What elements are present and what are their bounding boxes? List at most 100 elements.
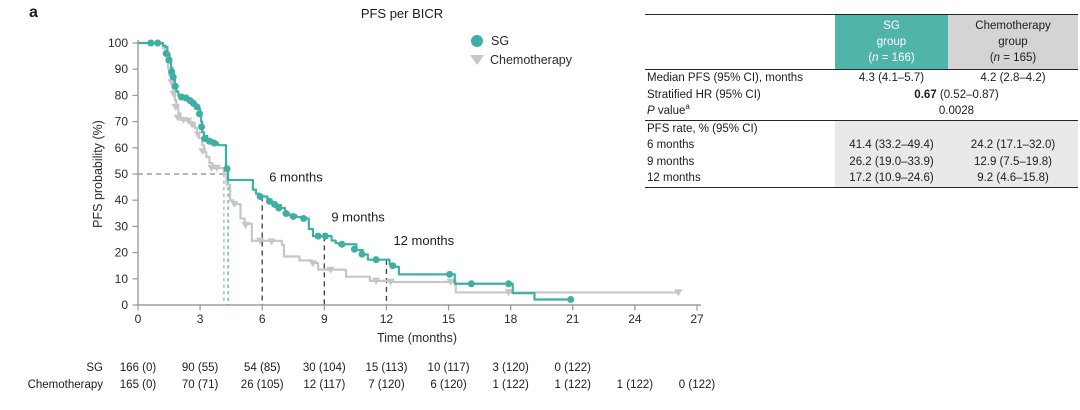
risk-value: 12 (117) — [303, 379, 346, 391]
x-tick-label: 18 — [504, 312, 518, 326]
row-rate-6-months: 6 months 41.4 (33.2–49.4) 24.2 (17.1–32.… — [645, 137, 1078, 154]
pfs-rate-label: PFS rate, % (95% CI) — [645, 119, 835, 137]
sg-header-line2: group — [876, 36, 907, 48]
y-tick-label: 90 — [115, 62, 129, 76]
censor-mark-sg — [338, 240, 346, 248]
censor-mark-sg — [265, 197, 273, 205]
stats-col-header-sg: SG group (n = 166) — [835, 14, 948, 70]
censor-mark-chemotherapy — [267, 238, 276, 246]
x-tick-label: 21 — [566, 312, 580, 326]
stats-header-empty — [645, 14, 835, 70]
legend-label-sg: SG — [491, 33, 510, 48]
risk-value: 10 (117) — [427, 362, 470, 374]
risk-value: 54 (85) — [244, 362, 281, 374]
censor-mark-chemotherapy — [504, 289, 513, 297]
legend-item-chemotherapy: Chemotherapy — [470, 50, 572, 69]
chemotherapy-curve — [138, 41, 681, 294]
censor-mark-sg — [147, 39, 155, 47]
censor-mark-sg — [567, 295, 575, 303]
risk-value: 26 (105) — [240, 379, 284, 391]
y-tick-label: 70 — [115, 115, 129, 129]
censor-mark-sg — [168, 68, 176, 76]
panel-label: a — [29, 4, 38, 21]
censor-mark-sg — [505, 280, 513, 288]
risk-row-label-chemotherapy: Chemotherapy — [27, 379, 103, 391]
rate-9-chemo-value: 12.9 (7.5–19.8) — [948, 153, 1078, 170]
pfs-rate-shaded-spacer — [835, 119, 1078, 137]
censor-mark-sg — [162, 49, 170, 57]
x-tick-label: 15 — [442, 312, 456, 326]
risk-value: 1 (122) — [554, 379, 591, 391]
row-rate-12-months: 12 months 17.2 (10.9–24.6) 9.2 (4.6–15.8… — [645, 170, 1078, 188]
censor-mark-chemotherapy — [308, 260, 318, 268]
y-tick-label: 80 — [115, 88, 129, 102]
stratified-hr-label: Stratified HR (95% CI) — [647, 88, 761, 101]
risk-row-label-sg: SG — [86, 362, 103, 374]
p-value: 0.0028 — [938, 105, 975, 117]
risk-value: 1 (122) — [492, 379, 529, 391]
censor-mark-sg — [321, 232, 329, 240]
legend-label-chemotherapy: Chemotherapy — [490, 52, 572, 67]
stats-header-row: SG group (n = 166) Chemotherapy group (n… — [645, 14, 1078, 70]
row-median-pfs: Median PFS (95% CI), months 4.3 (4.1–5.7… — [645, 70, 1078, 87]
y-tick-label: 10 — [115, 272, 129, 286]
censor-mark-sg — [198, 123, 206, 131]
stats-col-header-chemotherapy: Chemotherapy group (n = 165) — [948, 14, 1078, 70]
row-p-value: P valuea 0.0028 — [645, 103, 1078, 120]
y-tick-label: 100 — [108, 36, 128, 50]
stats-table: SG group (n = 166) Chemotherapy group (n… — [645, 14, 1078, 188]
censor-mark-sg — [275, 204, 283, 212]
censor-mark-sg — [193, 103, 201, 111]
censor-mark-sg — [446, 270, 454, 278]
rate-12-label: 12 months — [645, 170, 835, 188]
censor-mark-sg — [169, 73, 177, 81]
row-stratified-hr: Stratified HR (95% CI) 0.67 (0.52–0.87) — [645, 87, 1078, 104]
censor-mark-sg — [289, 212, 297, 220]
rate-12-chemo-value: 9.2 (4.6–15.8) — [948, 170, 1078, 188]
censor-mark-chemotherapy — [188, 121, 197, 129]
censor-mark-sg — [154, 39, 162, 47]
x-tick-label: 9 — [321, 312, 328, 326]
censor-mark-sg — [358, 250, 366, 258]
risk-value: 15 (113) — [365, 362, 408, 374]
risk-value: 165 (0) — [119, 379, 157, 391]
censor-mark-chemotherapy — [241, 221, 250, 229]
censor-mark-sg — [165, 56, 173, 64]
median-pfs-chemo-value: 4.2 (2.8–4.2) — [980, 72, 1046, 84]
p-value-footnote-marker: a — [685, 102, 690, 112]
stratified-hr-value: 0.67 (0.52–0.87) — [914, 88, 999, 101]
censor-mark-sg — [372, 256, 380, 264]
median-pfs-sg-value: 4.3 (4.1–5.7) — [858, 72, 925, 84]
y-tick-label: 30 — [115, 219, 129, 233]
x-tick-label: 0 — [135, 312, 142, 326]
risk-value: 3 (120) — [492, 362, 529, 374]
legend: SG Chemotherapy — [470, 31, 572, 69]
censor-mark-chemotherapy — [198, 148, 207, 156]
censor-mark-chemotherapy — [326, 266, 335, 274]
censor-mark-chemotherapy — [183, 117, 193, 125]
risk-value: 166 (0) — [119, 362, 157, 374]
row-rate-9-months: 9 months 26.2 (19.0–33.9) 12.9 (7.5–19.8… — [645, 153, 1078, 170]
risk-value: 70 (71) — [181, 379, 219, 391]
censor-mark-chemotherapy — [446, 278, 455, 286]
chemo-header-line2: group — [998, 36, 1028, 48]
x-tick-label: 24 — [628, 312, 642, 326]
rate-6-chemo-value: 24.2 (17.1–32.0) — [948, 137, 1078, 154]
chemo-header-n: = 165) — [1000, 52, 1037, 64]
censor-mark-sg — [389, 262, 397, 270]
chemo-header-line1: Chemotherapy — [975, 20, 1051, 32]
y-tick-label: 60 — [115, 141, 129, 155]
chart-title: PFS per BICR — [360, 6, 444, 21]
milestone-label-6: 6 months — [269, 170, 323, 185]
rate-9-label: 9 months — [647, 155, 695, 168]
risk-value: 30 (104) — [302, 362, 346, 374]
censor-mark-sg — [350, 245, 358, 253]
x-tick-label: 6 — [259, 312, 266, 326]
y-tick-label: 0 — [121, 298, 128, 312]
censor-mark-sg — [282, 210, 290, 218]
milestone-label-12: 12 months — [393, 233, 454, 248]
sg-circle-marker-icon — [471, 34, 483, 47]
legend-item-sg: SG — [471, 31, 572, 50]
